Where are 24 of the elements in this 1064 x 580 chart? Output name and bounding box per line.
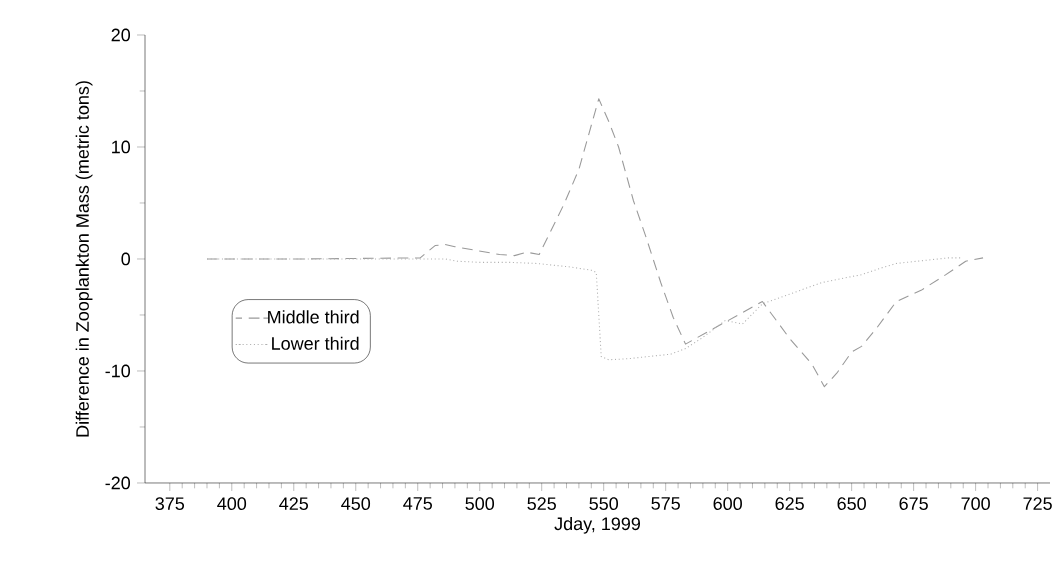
x-tick-label: 450 bbox=[341, 497, 371, 510]
x-axis-title: Jday, 1999 bbox=[554, 516, 640, 534]
x-tick-label: 575 bbox=[651, 497, 680, 510]
legend-label: Middle third bbox=[268, 310, 359, 324]
y-tick-label: 20 bbox=[111, 28, 131, 42]
x-tick-label: 600 bbox=[713, 497, 742, 510]
x-tick-label: 700 bbox=[961, 497, 990, 510]
x-tick-label: 625 bbox=[775, 497, 804, 510]
y-tick-label: 0 bbox=[121, 252, 131, 266]
y-tick-label: -10 bbox=[105, 364, 131, 378]
x-tick-label: 525 bbox=[527, 497, 556, 510]
legend-label: Lower third bbox=[272, 336, 359, 350]
y-tick-label: -20 bbox=[105, 476, 131, 490]
x-tick-label: 550 bbox=[589, 497, 619, 510]
x-tick-label: 475 bbox=[403, 497, 433, 510]
y-tick-label: 10 bbox=[112, 140, 131, 154]
x-tick-label: 500 bbox=[465, 497, 495, 510]
x-tick-label: 725 bbox=[1023, 497, 1052, 510]
x-tick-label: 675 bbox=[899, 497, 928, 510]
x-tick-label: 650 bbox=[837, 497, 866, 510]
x-tick-label: 375 bbox=[155, 497, 185, 510]
x-tick-label: 425 bbox=[279, 497, 309, 510]
x-tick-label: 400 bbox=[217, 497, 247, 510]
y-axis-title: Difference in Zooplankton Mass (metric tons) bbox=[75, 81, 93, 437]
